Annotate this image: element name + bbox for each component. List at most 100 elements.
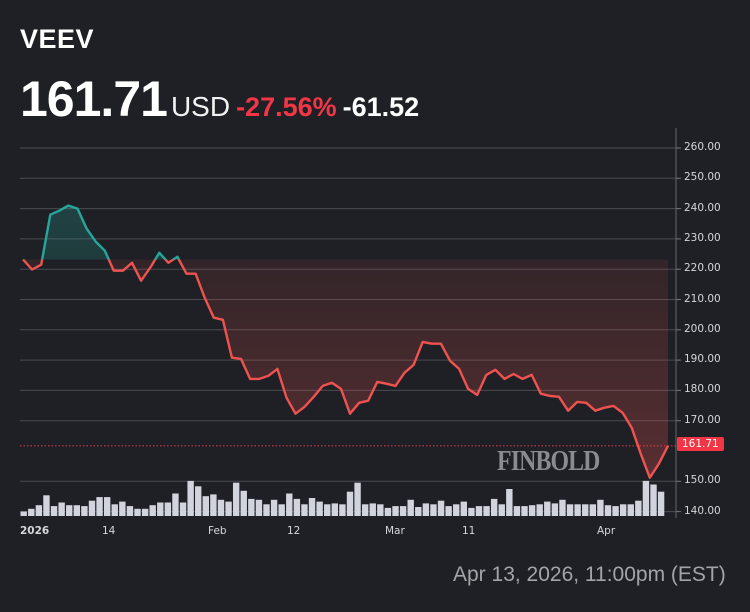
volume-bar (263, 504, 270, 516)
y-tick-label: 220.00 (684, 262, 721, 275)
volume-bar (399, 506, 407, 516)
volume-bar (270, 499, 278, 516)
volume-bar (589, 504, 597, 516)
y-tick-label: 240.00 (684, 201, 721, 214)
volume-bar (483, 506, 490, 516)
volume-bar (566, 504, 574, 516)
volume-bar (50, 506, 58, 516)
volume-bar (164, 502, 172, 516)
price-chart[interactable] (0, 125, 750, 550)
volume-bar (384, 507, 392, 516)
y-tick-label: 200.00 (684, 322, 721, 335)
volume-bar (498, 504, 505, 516)
volume-bar (301, 504, 308, 516)
volume-bar (248, 498, 255, 516)
volume-bar (35, 505, 43, 516)
change-absolute: -61.52 (342, 92, 420, 122)
volume-bar (582, 504, 589, 516)
volume-bar (574, 504, 581, 516)
volume-bar (134, 508, 141, 516)
volume-bar (650, 484, 657, 516)
price-line-down (22, 259, 670, 479)
volume-bar (141, 508, 149, 516)
volume-bar (559, 499, 566, 516)
y-tick-label: 150.00 (684, 474, 721, 487)
volume-bar (225, 501, 232, 516)
volume-bar (324, 504, 331, 516)
volume-bar (536, 504, 543, 516)
volume-bar (642, 480, 650, 516)
volume-bar (377, 504, 384, 516)
volume-bar (369, 503, 376, 516)
y-tick-label: 210.00 (684, 292, 721, 305)
last-price-badge: 161.71 (677, 437, 724, 451)
volume-bar (28, 508, 35, 516)
volume-bar (506, 489, 513, 516)
change-percent: -27.56% (236, 92, 337, 122)
y-tick-label: 250.00 (684, 171, 721, 184)
ticker-symbol: VEEV (20, 24, 95, 54)
volume-bar (604, 505, 612, 516)
volume-bar (445, 506, 452, 516)
volume-bar (210, 494, 217, 516)
area-fill-up (23, 205, 179, 260)
volume-bar (149, 505, 156, 516)
volume-bar (293, 498, 301, 516)
volume-bar (111, 504, 118, 516)
currency-label: USD (170, 91, 231, 122)
volume-bar (119, 501, 126, 516)
volume-bar (528, 505, 536, 516)
volume-bar (392, 506, 399, 516)
timestamp: Apr 13, 2026, 11:00pm (EST) (453, 563, 726, 586)
volume-bar (339, 504, 346, 516)
volume-bar (468, 507, 475, 516)
volume-bar (308, 498, 316, 516)
x-tick-label: 12 (287, 525, 301, 537)
volume-bar (430, 504, 437, 516)
x-tick-label: 11 (462, 525, 476, 537)
volume-bar (415, 507, 422, 516)
y-tick-label: 170.00 (684, 413, 721, 426)
volume-bar (255, 499, 263, 516)
volume-bar (96, 497, 103, 516)
volume-bar (544, 501, 551, 516)
volume-bar (202, 496, 210, 516)
volume-bar (354, 482, 361, 516)
volume-bar (232, 482, 240, 516)
x-tick-label: Feb (208, 525, 227, 537)
volume-bar (361, 504, 369, 516)
volume-bar (331, 503, 339, 516)
volume-bar (627, 504, 634, 516)
volume-bar (179, 502, 187, 516)
volume-bar (551, 503, 559, 516)
price-row: 161.71 USD -27.56% -61.52 (20, 70, 419, 128)
volume-bar (81, 506, 88, 516)
y-tick-label: 190.00 (684, 353, 721, 366)
finbold-watermark: FINBOLD (497, 446, 600, 477)
x-tick-label: 14 (102, 525, 116, 537)
volume-bar (346, 491, 354, 516)
x-tick-label: Mar (385, 525, 405, 537)
volume-bar (437, 500, 445, 516)
volume-bar (407, 499, 414, 516)
x-tick-label: Apr (597, 525, 616, 537)
y-tick-label: 230.00 (684, 231, 721, 244)
x-tick-label: 2026 (20, 525, 50, 537)
volume-bar (635, 500, 642, 516)
volume-bar (66, 505, 73, 516)
volume-bar (619, 504, 627, 516)
volume-bar (195, 486, 202, 516)
volume-bar (278, 504, 285, 516)
volume-bar (20, 511, 27, 516)
volume-bar (88, 500, 96, 516)
volume-bar (73, 505, 81, 516)
y-tick-label: 140.00 (684, 504, 721, 517)
volume-bar (43, 495, 50, 516)
volume-bar (513, 506, 521, 516)
volume-bar (316, 501, 323, 516)
volume-bar (126, 506, 134, 516)
volume-bar (187, 480, 194, 516)
y-tick-label: 260.00 (684, 141, 721, 153)
volume-bar (240, 490, 247, 516)
current-price: 161.71 (20, 71, 168, 127)
